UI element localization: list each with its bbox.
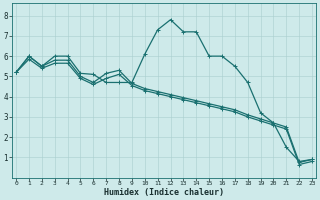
X-axis label: Humidex (Indice chaleur): Humidex (Indice chaleur) xyxy=(104,188,224,197)
